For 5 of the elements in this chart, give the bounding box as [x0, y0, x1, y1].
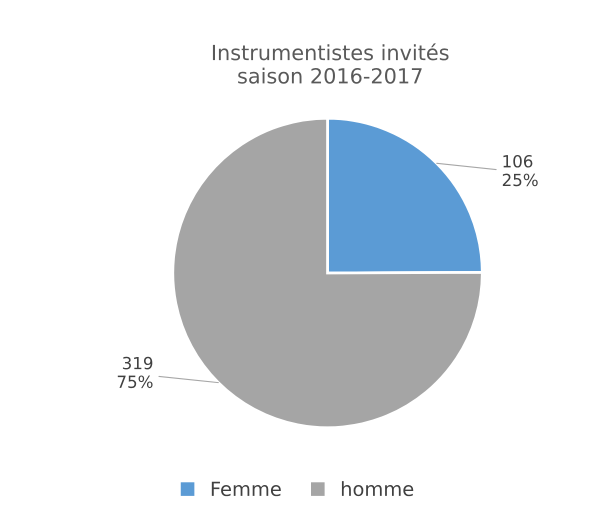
legend-label: Femme [212, 482, 281, 496]
data-label: 319 75% [118, 356, 153, 388]
data-label: 106 25% [502, 154, 538, 186]
legend-label: homme [342, 481, 414, 496]
chart-title: Instrumentistes invités saison 2016-2017 [212, 43, 449, 84]
